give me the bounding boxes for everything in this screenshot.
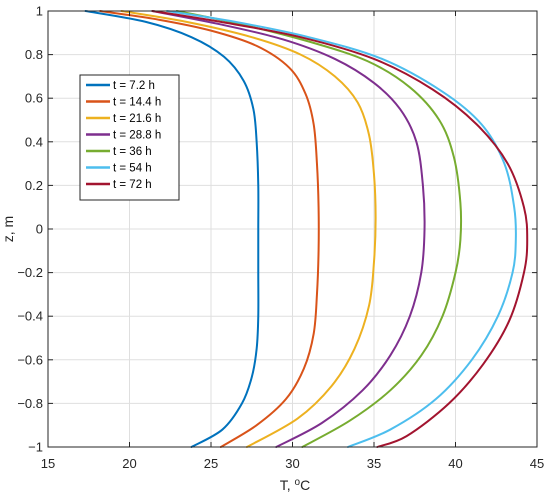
axis-ticks bbox=[47, 10, 538, 448]
series-line-3 bbox=[120, 10, 377, 448]
legend-label-4: t = 28.8 h bbox=[113, 130, 161, 142]
x-tick-label: 40 bbox=[448, 456, 462, 471]
y-tick-label: −0.6 bbox=[17, 352, 43, 367]
series-group bbox=[84, 10, 529, 448]
legend-label-3: t = 21.6 h bbox=[113, 113, 161, 125]
x-tick-label: 15 bbox=[41, 456, 55, 471]
legend: t = 7.2 h t = 14.4 h t = 21.6 h t = 28.8 h t… bbox=[79, 74, 180, 201]
y-tick-label: 0.6 bbox=[25, 91, 43, 106]
legend-box bbox=[79, 74, 180, 201]
y-tick-label: −0.4 bbox=[17, 309, 43, 324]
series-line-2 bbox=[99, 10, 320, 448]
legend-label-5: t = 36 h bbox=[113, 146, 152, 158]
legend-label-7: t = 72 h bbox=[113, 179, 152, 191]
x-tick-labels: 15 20 25 30 35 40 45 bbox=[41, 456, 544, 471]
y-tick-labels: 1 0.8 0.6 0.4 0.2 0 −0.2 −0.4 −0.6 −0.8 −1 bbox=[17, 4, 43, 455]
y-axis-label: z, m bbox=[0, 216, 16, 242]
x-tick-label: 45 bbox=[530, 456, 544, 471]
x-tick-label: 20 bbox=[122, 456, 136, 471]
y-tick-label: 0.2 bbox=[25, 178, 43, 193]
series-line-5 bbox=[175, 10, 463, 448]
series-line-4 bbox=[151, 10, 426, 448]
legend-label-6: t = 54 h bbox=[113, 163, 152, 175]
y-tick-label: −1 bbox=[28, 440, 43, 455]
x-axis-label-main: T, bbox=[280, 477, 295, 493]
y-tick-label: −0.2 bbox=[17, 265, 43, 280]
series-line-1 bbox=[84, 10, 260, 448]
x-axis-label-unit: C bbox=[300, 477, 310, 493]
x-tick-label: 25 bbox=[204, 456, 218, 471]
series-line-6 bbox=[165, 10, 517, 448]
x-tick-label: 30 bbox=[285, 456, 299, 471]
x-axis-label-superscript: o bbox=[295, 477, 301, 488]
legend-label-2: t = 14.4 h bbox=[113, 97, 161, 109]
legend-items: t = 7.2 h t = 14.4 h t = 21.6 h t = 28.8 h t… bbox=[86, 80, 161, 191]
y-tick-label: 0.4 bbox=[25, 134, 43, 149]
series-line-7 bbox=[151, 10, 529, 448]
y-tick-label: 1 bbox=[36, 4, 43, 19]
x-axis-label: T, oC bbox=[280, 477, 310, 493]
y-tick-label: −0.8 bbox=[17, 396, 43, 411]
x-tick-label: 35 bbox=[367, 456, 381, 471]
legend-label-1: t = 7.2 h bbox=[113, 80, 155, 92]
y-tick-label: 0.8 bbox=[25, 47, 43, 62]
y-tick-label: 0 bbox=[36, 222, 43, 237]
